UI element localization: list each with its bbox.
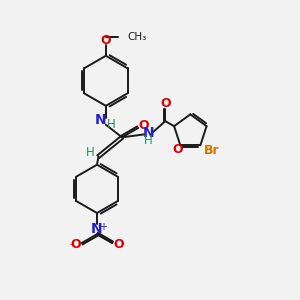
Text: ⁻: ⁻ bbox=[68, 242, 74, 253]
Text: O: O bbox=[172, 143, 183, 156]
Text: H: H bbox=[106, 118, 115, 130]
Text: CH₃: CH₃ bbox=[127, 32, 146, 42]
Text: N: N bbox=[91, 222, 103, 236]
Text: N: N bbox=[142, 126, 154, 140]
Text: O: O bbox=[138, 119, 149, 132]
Text: H: H bbox=[144, 134, 153, 147]
Text: +: + bbox=[99, 222, 107, 232]
Text: O: O bbox=[100, 34, 111, 47]
Text: O: O bbox=[160, 97, 171, 110]
Text: O: O bbox=[70, 238, 81, 251]
Text: H: H bbox=[86, 146, 94, 159]
Text: Br: Br bbox=[204, 144, 220, 157]
Text: O: O bbox=[113, 238, 124, 251]
Text: N: N bbox=[95, 113, 106, 127]
